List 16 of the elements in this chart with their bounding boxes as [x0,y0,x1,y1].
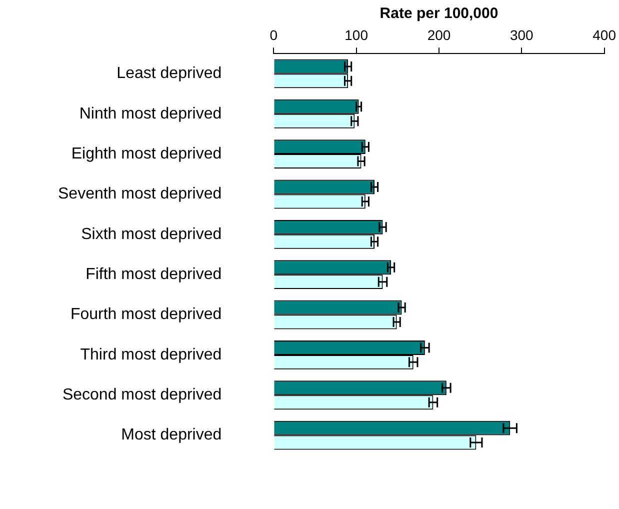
x-tick-label: 100 [344,27,368,44]
y-tick-label: Seventh most deprived [58,186,222,203]
y-tick-label: Least deprived [116,65,222,82]
y-tick-label: Most deprived [121,426,222,444]
y-tick-label: Fifth most deprived [86,266,222,283]
y-tick-label: Third most deprived [80,346,222,364]
x-tick-label: 300 [510,27,534,44]
x-tick-label: 200 [427,27,451,44]
x-axis-title: Rate per 100,000 [380,4,498,22]
y-tick-label: Sixth most deprived [81,226,222,243]
x-tick-label: 0 [270,27,278,44]
y-tick-label: Second most deprived [62,386,222,404]
y-tick-label: Eighth most deprived [71,145,222,162]
y-tick-label: Fourth most deprived [70,306,222,324]
y-tick-label: Ninth most deprived [79,105,222,122]
x-tick-label: 400 [592,27,616,44]
